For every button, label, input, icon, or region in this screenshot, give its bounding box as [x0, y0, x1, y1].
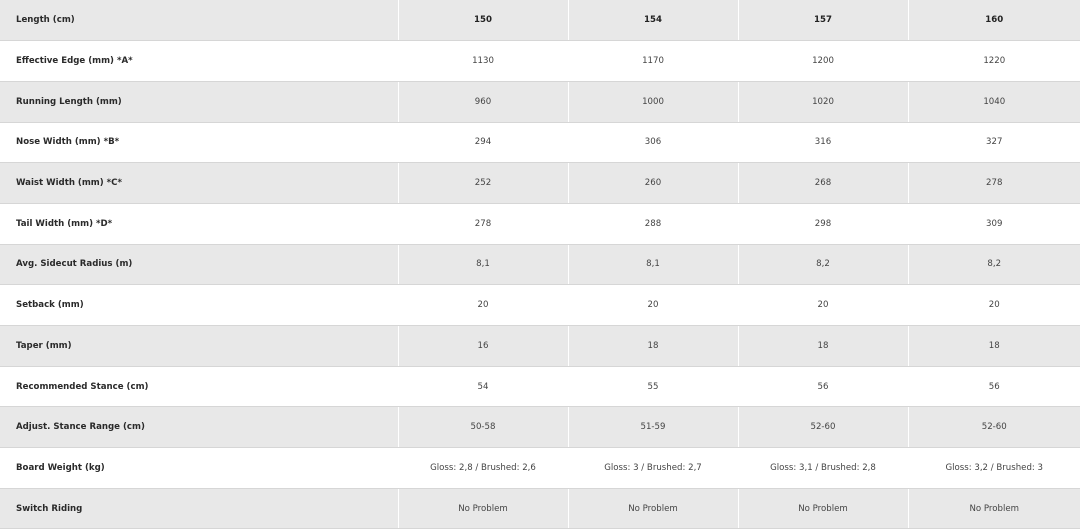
row-label: Setback (mm)	[0, 284, 399, 326]
table-row: Board Weight (kg) Gloss: 2,8 / Brushed: 2…	[0, 447, 1080, 489]
value-cell: 20	[568, 284, 739, 326]
table-row: Recommended Stance (cm) 54 55 56 56	[0, 366, 1080, 408]
value-cell: Gloss: 3,1 / Brushed: 2,8	[738, 447, 909, 489]
value-cell: No Problem	[568, 488, 739, 529]
row-label: Running Length (mm)	[0, 81, 399, 123]
value-cell: 52-60	[738, 406, 909, 449]
row-label: Avg. Sidecut Radius (m)	[0, 244, 399, 286]
table-row: Nose Width (mm) *B* 294 306 316 327	[0, 122, 1080, 164]
row-label: Effective Edge (mm) *A*	[0, 40, 399, 82]
table-row: Effective Edge (mm) *A* 1130 1170 1200 1220	[0, 40, 1080, 82]
value-cell: 1130	[398, 40, 569, 82]
value-cell: 18	[908, 325, 1080, 367]
value-cell: 1200	[738, 40, 909, 82]
table-row: Tail Width (mm) *D* 278 288 298 309	[0, 203, 1080, 245]
table-row: Waist Width (mm) *C* 252 260 268 278	[0, 162, 1080, 204]
value-cell: 252	[398, 162, 569, 204]
value-cell: 18	[568, 325, 739, 367]
value-cell: 56	[908, 366, 1080, 408]
table-row: Switch Riding No Problem No Problem No Prob…	[0, 488, 1080, 529]
value-cell: 8,2	[738, 244, 909, 286]
row-label: Length (cm)	[0, 0, 399, 42]
value-cell: 327	[908, 122, 1080, 164]
value-cell: 316	[738, 122, 909, 164]
row-label: Nose Width (mm) *B*	[0, 122, 399, 164]
size-header-cell: 150	[398, 0, 569, 42]
value-cell: 50-58	[398, 406, 569, 449]
table-row: Adjust. Stance Range (cm) 50-58 51-59 52-60…	[0, 406, 1080, 449]
value-cell: 8,1	[398, 244, 569, 286]
value-cell: 268	[738, 162, 909, 204]
value-cell: No Problem	[398, 488, 569, 529]
value-cell: 20	[738, 284, 909, 326]
value-cell: 51-59	[568, 406, 739, 449]
size-header-cell: 160	[908, 0, 1080, 42]
value-cell: 1220	[908, 40, 1080, 82]
value-cell: Gloss: 3,2 / Brushed: 3	[908, 447, 1080, 489]
value-cell: 52-60	[908, 406, 1080, 449]
value-cell: 306	[568, 122, 739, 164]
value-cell: 20	[908, 284, 1080, 326]
row-label: Taper (mm)	[0, 325, 399, 367]
table-header-row: Length (cm) 150 154 157 160	[0, 0, 1080, 42]
value-cell: No Problem	[908, 488, 1080, 529]
value-cell: Gloss: 3 / Brushed: 2,7	[568, 447, 739, 489]
value-cell: 278	[398, 203, 569, 245]
table-row: Avg. Sidecut Radius (m) 8,1 8,1 8,2 8,2	[0, 244, 1080, 286]
value-cell: Gloss: 2,8 / Brushed: 2,6	[398, 447, 569, 489]
value-cell: 16	[398, 325, 569, 367]
size-header-cell: 157	[738, 0, 909, 42]
table-row: Setback (mm) 20 20 20 20	[0, 284, 1080, 326]
value-cell: 288	[568, 203, 739, 245]
row-label: Recommended Stance (cm)	[0, 366, 399, 408]
value-cell: 260	[568, 162, 739, 204]
value-cell: No Problem	[738, 488, 909, 529]
table-row: Running Length (mm) 960 1000 1020 1040	[0, 81, 1080, 123]
value-cell: 20	[398, 284, 569, 326]
value-cell: 298	[738, 203, 909, 245]
value-cell: 18	[738, 325, 909, 367]
value-cell: 960	[398, 81, 569, 123]
row-label: Switch Riding	[0, 488, 399, 529]
value-cell: 278	[908, 162, 1080, 204]
row-label: Tail Width (mm) *D*	[0, 203, 399, 245]
value-cell: 8,1	[568, 244, 739, 286]
row-label: Adjust. Stance Range (cm)	[0, 406, 399, 449]
value-cell: 8,2	[908, 244, 1080, 286]
value-cell: 1040	[908, 81, 1080, 123]
size-header-cell: 154	[568, 0, 739, 42]
value-cell: 56	[738, 366, 909, 408]
row-label: Waist Width (mm) *C*	[0, 162, 399, 204]
value-cell: 1000	[568, 81, 739, 123]
value-cell: 54	[398, 366, 569, 408]
value-cell: 309	[908, 203, 1080, 245]
table-row: Taper (mm) 16 18 18 18	[0, 325, 1080, 367]
value-cell: 1170	[568, 40, 739, 82]
value-cell: 1020	[738, 81, 909, 123]
value-cell: 55	[568, 366, 739, 408]
value-cell: 294	[398, 122, 569, 164]
row-label: Board Weight (kg)	[0, 447, 399, 489]
